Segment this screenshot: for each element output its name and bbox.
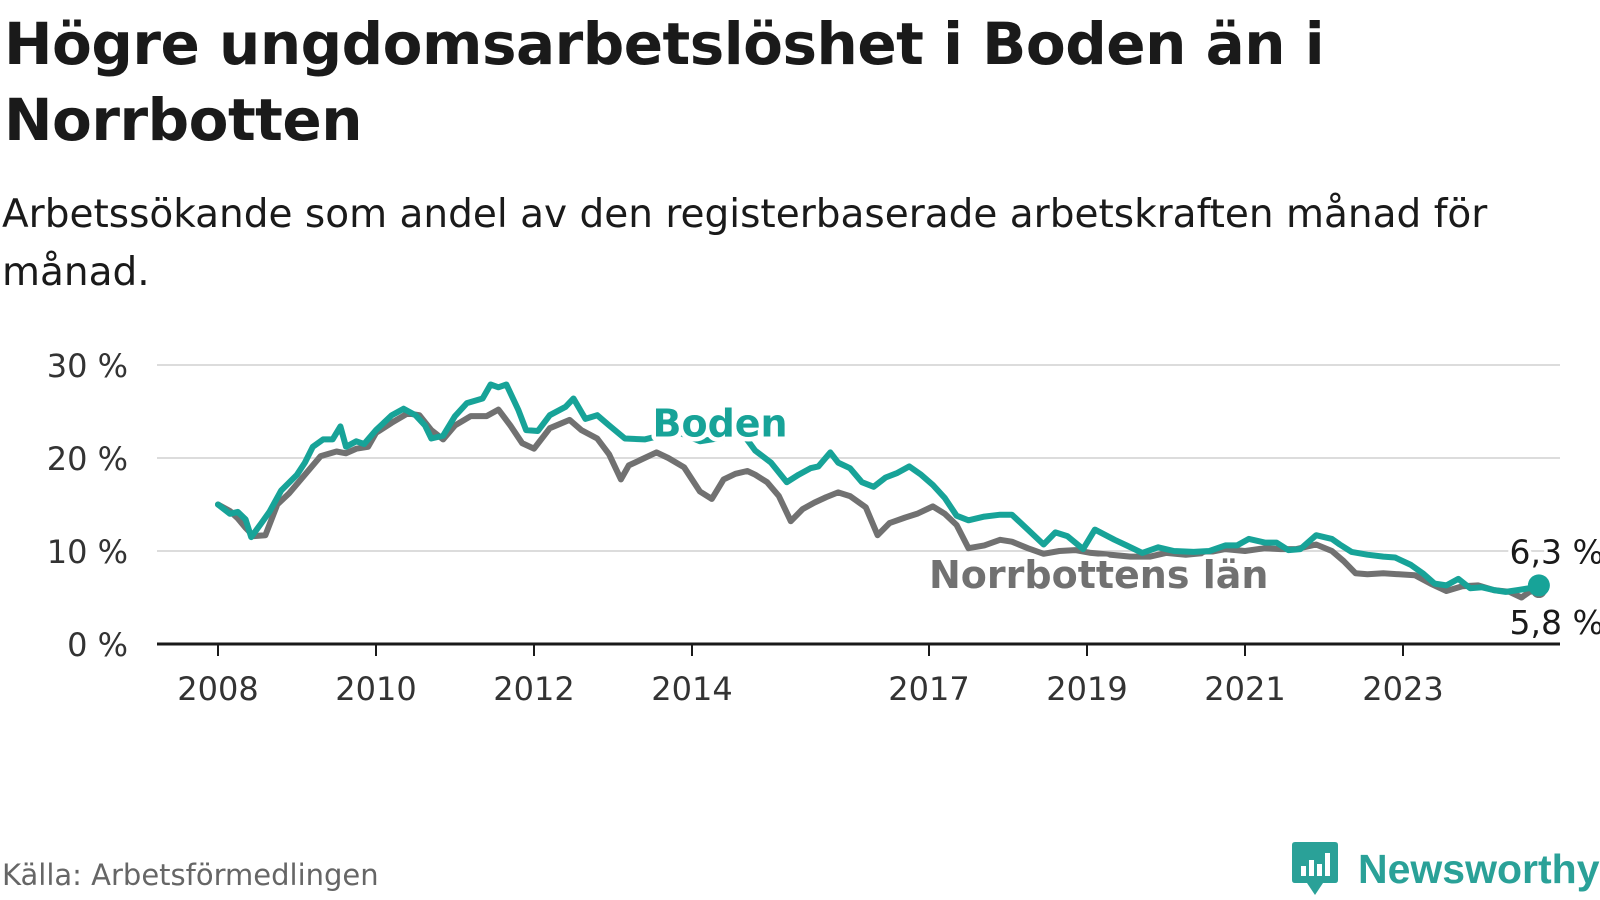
series-line-norrbotten	[215, 406, 1542, 601]
end-value-norrbotten: 5,8 %	[1510, 603, 1600, 642]
x-tick-label: 2019	[1046, 670, 1127, 708]
newsworthy-chart-bubble-icon	[1292, 842, 1338, 895]
chart-title: Högre ungdomsarbetslöshet i Boden än i N…	[4, 10, 1325, 154]
y-tick-label: 20 %	[47, 440, 128, 478]
chart-subtitle: Arbetssökande som andel av den registerb…	[2, 192, 1488, 295]
y-tick-label: 0 %	[67, 626, 128, 664]
line-chart: 0 % 10 % 20 % 30 % 2008 2010 2012 2014 2017 2019…	[47, 347, 1600, 708]
x-tick-label: 2021	[1204, 670, 1285, 708]
series-label-norrbotten: Norrbottens län	[929, 553, 1268, 597]
x-tick-label: 2023	[1362, 670, 1443, 708]
series-label-boden: Boden	[653, 402, 788, 446]
gridlines	[157, 364, 1560, 552]
x-tick-label: 2017	[888, 670, 969, 708]
x-tick-label: 2014	[651, 670, 732, 708]
x-tick-label: 2008	[177, 670, 258, 708]
series-lines	[215, 381, 1550, 601]
end-point-boden	[1527, 574, 1550, 597]
brand-logo[interactable]: Newsworthy	[1290, 840, 1600, 898]
y-axis-labels: 0 % 10 % 20 % 30 %	[47, 347, 128, 664]
source-note: Källa: Arbetsförmedlingen	[2, 858, 379, 892]
x-tick-label: 2010	[335, 670, 416, 708]
series-labels: Boden Norrbottens län 6,3 % 5,8 %	[648, 397, 1600, 645]
y-tick-label: 10 %	[47, 533, 128, 571]
brand-name: Newsworthy	[1358, 845, 1600, 892]
x-tick-label: 2012	[493, 670, 574, 708]
x-axis-ticks: 2008 2010 2012 2014 2017 2019 2021 2023	[177, 644, 1444, 708]
end-value-boden: 6,3 %	[1510, 532, 1600, 571]
y-tick-label: 30 %	[47, 347, 128, 385]
series-line-boden	[215, 381, 1542, 595]
